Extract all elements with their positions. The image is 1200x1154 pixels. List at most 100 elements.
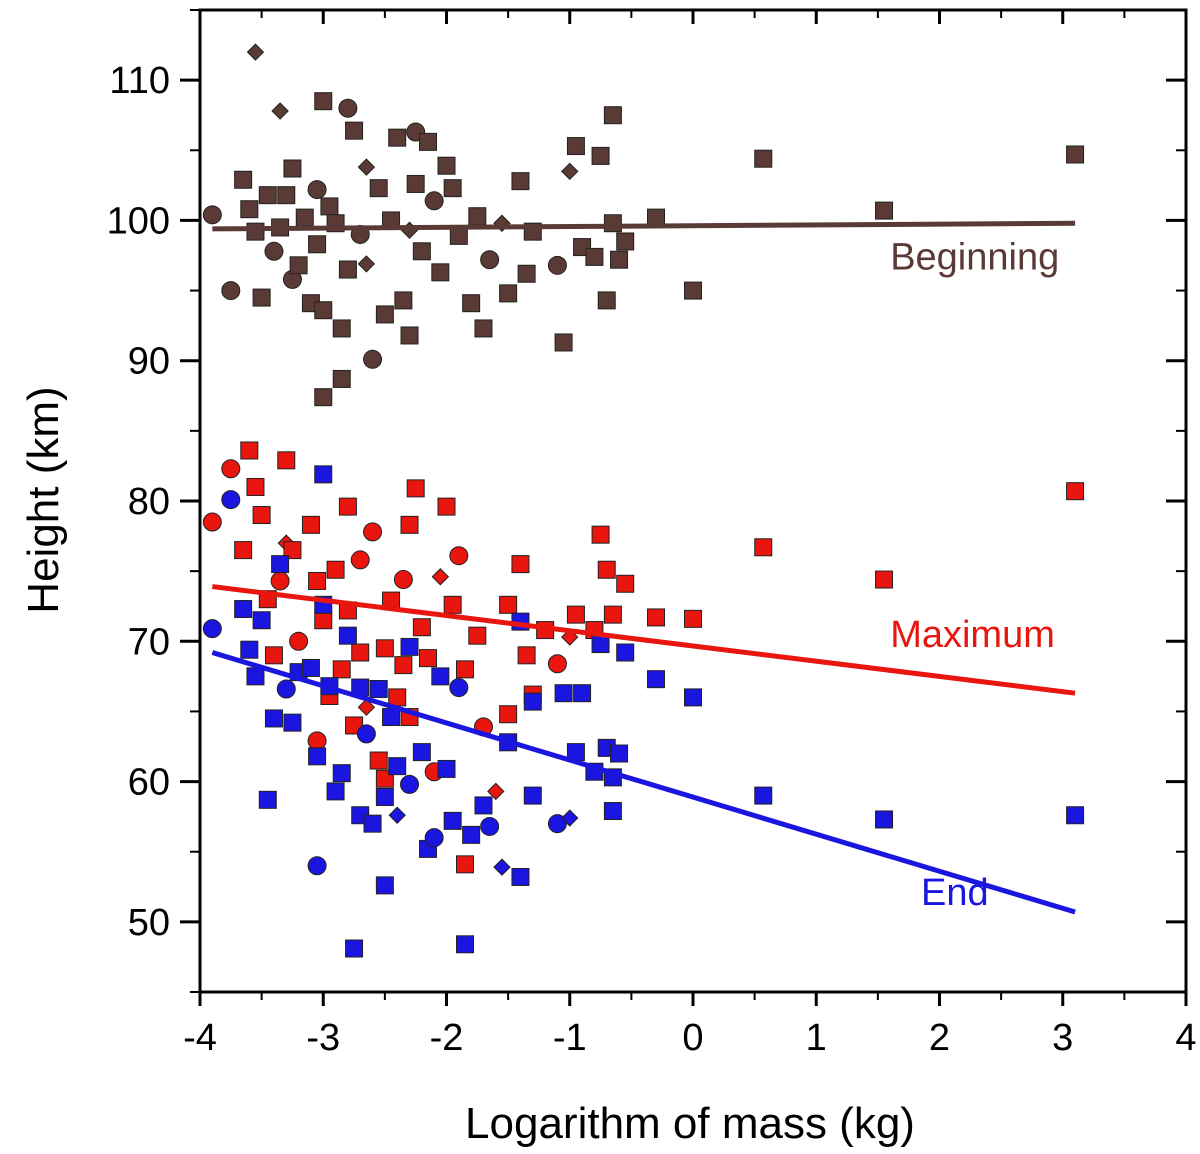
maximum-point-square bbox=[234, 541, 253, 560]
beginning-point-square bbox=[338, 260, 357, 279]
maximum-point-square bbox=[419, 649, 438, 668]
tick-labels: -4 -3 -2 -1 0 1 2 3 4 50 60 70 80 90 100 110 bbox=[107, 60, 1197, 1059]
maximum-label: Maximum bbox=[890, 614, 1055, 656]
maximum-point-square bbox=[264, 646, 283, 665]
end-point-square bbox=[875, 810, 894, 829]
end-point-square bbox=[573, 684, 592, 703]
maximum-point-square bbox=[616, 574, 635, 593]
maximum-point-square bbox=[511, 555, 530, 574]
maximum-point-square bbox=[388, 688, 407, 707]
beginning-point-square bbox=[597, 291, 616, 310]
maximum-point-square bbox=[301, 515, 320, 534]
beginning-point-square bbox=[412, 242, 431, 261]
end-point-square bbox=[437, 759, 456, 778]
maximum-point-circle bbox=[393, 570, 413, 590]
beginning-point-square bbox=[369, 179, 388, 198]
beginning-point-square bbox=[332, 319, 351, 338]
end-point-square bbox=[554, 684, 573, 703]
end-point-square bbox=[523, 786, 542, 805]
beginning-point-diamond bbox=[400, 221, 419, 239]
maximum-point-square bbox=[517, 646, 536, 665]
maximum-point-square bbox=[468, 626, 487, 645]
maximum-point-square bbox=[314, 611, 333, 630]
end-point-square bbox=[443, 811, 462, 830]
maximum-point-square bbox=[406, 479, 425, 498]
maximum-point-square bbox=[499, 595, 518, 614]
end-point-square bbox=[246, 667, 265, 686]
y-tick-label: 70 bbox=[128, 621, 170, 663]
maximum-point-square bbox=[369, 751, 388, 770]
beginning-point-circle bbox=[338, 98, 358, 118]
beginning-point-square bbox=[289, 256, 308, 275]
end-point-square bbox=[591, 635, 610, 654]
end-point-square bbox=[523, 692, 542, 711]
beginning-point-circle bbox=[202, 205, 222, 225]
x-tick-label: -4 bbox=[183, 1017, 217, 1059]
maximum-point-square bbox=[338, 497, 357, 516]
x-tick-label: 3 bbox=[1052, 1017, 1073, 1059]
beginning-point-square bbox=[375, 305, 394, 324]
end-point-square bbox=[412, 743, 431, 762]
end-point-square bbox=[301, 658, 320, 677]
end-point-square bbox=[754, 786, 773, 805]
maximum-point-square bbox=[455, 855, 474, 874]
beginning-point-square bbox=[246, 222, 265, 241]
end-point-square bbox=[258, 790, 277, 809]
beginning-point-circle bbox=[264, 241, 284, 261]
maximum-point-square bbox=[597, 560, 616, 579]
beginning-point-square bbox=[308, 235, 327, 254]
maximum-point-circle bbox=[202, 512, 222, 532]
x-tick-label: -2 bbox=[430, 1017, 464, 1059]
axis-ticks bbox=[180, 9, 1188, 1006]
beginning-point-square bbox=[314, 92, 333, 111]
x-tick-label: 1 bbox=[806, 1017, 827, 1059]
end-point-square bbox=[388, 757, 407, 776]
beginning-point-square bbox=[474, 319, 493, 338]
maximum-point-square bbox=[375, 639, 394, 658]
beginning-point-square bbox=[345, 121, 364, 140]
beginning-point-square bbox=[566, 137, 585, 156]
end-point-square bbox=[684, 688, 702, 707]
maximum-point-diamond bbox=[487, 782, 505, 801]
end-point-square bbox=[375, 788, 394, 807]
x-axis-title: Logarithm of mass (kg) bbox=[465, 1099, 915, 1148]
maximum-point-square bbox=[591, 525, 610, 544]
end-point-square bbox=[455, 935, 474, 954]
end-label: End bbox=[921, 872, 989, 914]
maximum-point-square bbox=[412, 618, 431, 637]
end-point-square bbox=[610, 744, 629, 763]
end-point-square bbox=[252, 611, 271, 630]
end-point-circle bbox=[202, 619, 222, 639]
maximum-point-square bbox=[684, 609, 702, 628]
end-point-square bbox=[474, 796, 493, 815]
end-point-square bbox=[369, 679, 388, 698]
beginning-point-square bbox=[603, 106, 622, 125]
beginning-point-square bbox=[616, 232, 635, 251]
end-point-square bbox=[511, 867, 530, 886]
maximum-point-square bbox=[283, 541, 302, 560]
fit-lines bbox=[211, 220, 1076, 915]
end-point-square bbox=[234, 600, 253, 619]
beginning-point-circle bbox=[424, 191, 444, 211]
maximum-point-square bbox=[437, 497, 456, 516]
maximum-point-square bbox=[246, 477, 265, 496]
beginning-point-circle bbox=[221, 281, 241, 301]
beginning-point-diamond bbox=[246, 43, 265, 61]
y-tick-label: 80 bbox=[128, 481, 170, 523]
beginning-point-square bbox=[240, 200, 259, 219]
end-fit-line bbox=[211, 650, 1076, 915]
beginning-point-square bbox=[258, 186, 277, 205]
end-point-circle bbox=[547, 814, 567, 834]
beginning-point-circle bbox=[547, 255, 567, 275]
beginning-point-square bbox=[388, 128, 407, 147]
beginning-point-square bbox=[419, 132, 438, 151]
end-point-square bbox=[462, 825, 481, 844]
x-tick-label: -1 bbox=[553, 1017, 587, 1059]
end-point-square bbox=[240, 640, 259, 659]
end-point-circle bbox=[307, 856, 327, 876]
beginning-point-square bbox=[449, 226, 468, 245]
beginning-point-square bbox=[443, 179, 462, 198]
y-tick-label: 100 bbox=[107, 200, 170, 242]
end-point-square bbox=[271, 555, 290, 574]
